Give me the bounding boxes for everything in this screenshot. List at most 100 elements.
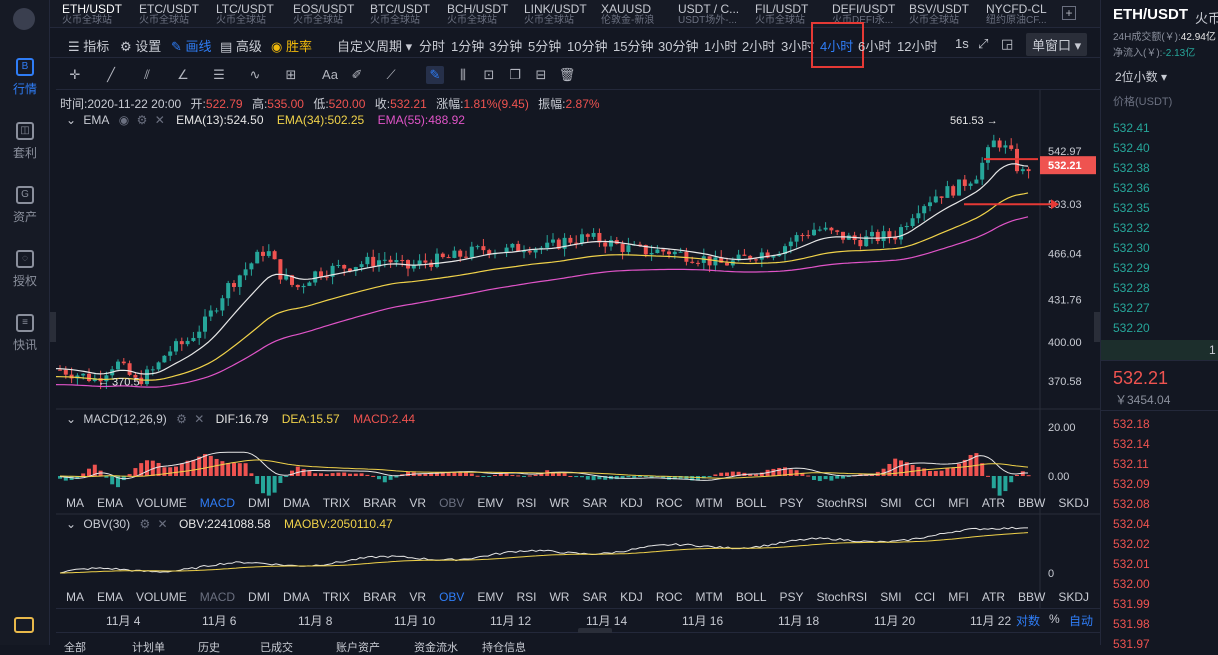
period-tab[interactable]: 12小时 [897, 39, 938, 54]
indicator-tab-mtm[interactable]: MTM [695, 496, 723, 510]
indicator-tab-smi[interactable]: SMI [880, 590, 902, 604]
brush-icon[interactable]: ✐ [351, 67, 363, 82]
indicator-tab-emv[interactable]: EMV [477, 590, 504, 604]
indicator-tab-dmi[interactable]: DMI [248, 590, 271, 604]
indicator-tab-trix[interactable]: TRIX [322, 590, 351, 604]
indicator-tab-boll[interactable]: BOLL [735, 590, 767, 604]
indicator-tab-rsi[interactable]: RSI [516, 590, 537, 604]
bid-price[interactable]: 532.09 [1113, 477, 1150, 491]
bid-price[interactable]: 532.08 [1113, 497, 1150, 511]
ask-price[interactable]: 532.36 [1113, 181, 1150, 195]
indicator-tab-mfi[interactable]: MFI [948, 496, 969, 510]
indicator-tab-volume[interactable]: VOLUME [136, 496, 187, 510]
period-tab[interactable]: 15分钟 [613, 39, 654, 54]
close-icon[interactable]: ✕ [157, 517, 168, 531]
period-tab[interactable]: 2小时 [742, 39, 776, 54]
indicator-tab-psy[interactable]: PSY [779, 590, 804, 604]
bottom-tab[interactable]: 历史 [198, 642, 220, 654]
nav-item-arbitrage[interactable]: ◫ 套利 [0, 122, 50, 161]
left-collapse-handle[interactable] [50, 312, 56, 342]
period-tab[interactable]: 10分钟 [567, 39, 608, 54]
ask-price[interactable]: 532.27 [1113, 301, 1150, 315]
log-scale-toggle[interactable]: 对数 [1016, 614, 1041, 628]
trendline-icon[interactable]: ╱ [107, 67, 115, 82]
ask-price[interactable]: 532.35 [1113, 201, 1150, 215]
pen-icon[interactable]: ✎ [426, 66, 444, 84]
bid-price[interactable]: 532.01 [1113, 557, 1150, 571]
text-icon[interactable]: Aa [322, 67, 338, 82]
indicator-tab-stochrsi[interactable]: StochRSI [816, 496, 868, 510]
indicator-tab-sar[interactable]: SAR [582, 590, 608, 604]
bottom-tab[interactable]: 持仓信息 [482, 642, 526, 654]
indicator-tab-bbw[interactable]: BBW [1018, 590, 1046, 604]
ticker-tab[interactable]: BTC/USDT 火币全球站 [370, 2, 430, 26]
collapse-icon[interactable]: ⌄ [66, 412, 77, 426]
bid-price[interactable]: 532.00 [1113, 577, 1150, 591]
close-icon[interactable]: ✕ [194, 412, 205, 426]
indicator-tab-ma[interactable]: MA [66, 496, 84, 510]
bottom-tab[interactable]: 计划单 [132, 642, 165, 654]
indicator-tab-mtm[interactable]: MTM [695, 590, 723, 604]
bid-price[interactable]: 532.04 [1113, 517, 1150, 531]
angle-icon[interactable]: ∠ [177, 67, 189, 82]
indicator-tab-ema[interactable]: EMA [97, 496, 124, 510]
custom-period-dropdown[interactable]: 自定义周期 ▾ [337, 39, 413, 54]
seconds-tab[interactable]: 1s [955, 36, 969, 51]
trash-icon[interactable]: 🗑 [558, 67, 576, 82]
magnet-icon[interactable]: ⫼ [460, 67, 466, 82]
crosshair-icon[interactable]: ✛ [69, 67, 81, 82]
period-tab-active[interactable]: 4小时 [820, 39, 854, 54]
bid-price[interactable]: 532.14 [1113, 437, 1150, 451]
ask-price[interactable]: 532.41 [1113, 121, 1150, 135]
indicator-tab-boll[interactable]: BOLL [735, 496, 767, 510]
indicator-tab-wr[interactable]: WR [549, 496, 570, 510]
indicator-tab-dma[interactable]: DMA [283, 496, 310, 510]
ticker-tab[interactable]: LTC/USDT 火币全球站 [216, 2, 274, 26]
bid-price[interactable]: 532.11 [1113, 457, 1149, 471]
vip-diamond-icon[interactable] [14, 617, 34, 633]
indicator-tab-emv[interactable]: EMV [477, 496, 504, 510]
nav-item-market[interactable]: B 行情 [0, 58, 50, 97]
indicator-tab-kdj[interactable]: KDJ [620, 590, 643, 604]
period-tab[interactable]: 分时 [419, 39, 446, 54]
gear-icon[interactable]: ⚙ [139, 517, 151, 531]
decimals-dropdown[interactable]: 2位小数 ▾ [1115, 70, 1168, 84]
ticker-tab[interactable]: BSV/USDT 火币全球站 [909, 2, 969, 26]
period-tab[interactable]: 3小时 [781, 39, 815, 54]
chart-area[interactable]: 542.97 503.03 466.04 431.76 400.00 370.58 532.… [56, 90, 1129, 610]
indicator-tab-atr[interactable]: ATR [981, 590, 1006, 604]
indicator-tab-rsi[interactable]: RSI [516, 496, 537, 510]
ticker-tab[interactable]: ETH/USDT 火币全球站 [62, 2, 122, 26]
collapse-icon[interactable]: ⌄ [66, 113, 77, 127]
ticker-tab[interactable]: BCH/USDT 火币全球站 [447, 2, 508, 26]
ticker-tab[interactable]: LINK/USDT 火币全球站 [524, 2, 587, 26]
auto-scale-toggle[interactable]: 自动 [1069, 614, 1094, 628]
window-layout-dropdown[interactable]: 单窗口 ▾ [1026, 33, 1088, 56]
ask-price[interactable]: 532.20 [1113, 321, 1150, 335]
bid-price[interactable]: 532.02 [1113, 537, 1150, 551]
indicator-tab-macd[interactable]: MACD [199, 496, 236, 510]
ask-price[interactable]: 532.30 [1113, 241, 1150, 255]
fullscreen-icon[interactable]: ⤢ [978, 36, 989, 51]
bottom-tab[interactable]: 账户资产 [336, 642, 380, 654]
indicator-tab-volume[interactable]: VOLUME [136, 590, 187, 604]
nav-item-news[interactable]: ≡ 快讯 [0, 314, 50, 353]
indicator-tab-dma[interactable]: DMA [283, 590, 310, 604]
copy-icon[interactable]: ❐ [509, 67, 521, 82]
indicator-tab-atr[interactable]: ATR [981, 496, 1006, 510]
bid-price[interactable]: 531.99 [1113, 597, 1150, 611]
indicator-tab-cci[interactable]: CCI [914, 590, 936, 604]
indicator-tab-psy[interactable]: PSY [779, 496, 804, 510]
indicator-tab-cci[interactable]: CCI [914, 496, 936, 510]
close-icon[interactable]: ✕ [154, 113, 165, 127]
indicator-tab-kdj[interactable]: KDJ [620, 496, 643, 510]
eye-icon[interactable]: ◉ [118, 113, 130, 127]
chart-canvas[interactable]: 542.97 503.03 466.04 431.76 400.00 370.58 532.… [56, 90, 1100, 608]
indicator-tab-brar[interactable]: BRAR [363, 496, 397, 510]
indicator-button[interactable]: ☰ 指标 [68, 39, 110, 54]
ask-price[interactable]: 532.29 [1113, 261, 1150, 275]
indicator-tab-trix[interactable]: TRIX [322, 496, 351, 510]
ticker-tab[interactable]: EOS/USDT 火币全球站 [293, 2, 354, 26]
indicator-tab-dmi[interactable]: DMI [248, 496, 271, 510]
indicator-tab-ema[interactable]: EMA [97, 590, 124, 604]
